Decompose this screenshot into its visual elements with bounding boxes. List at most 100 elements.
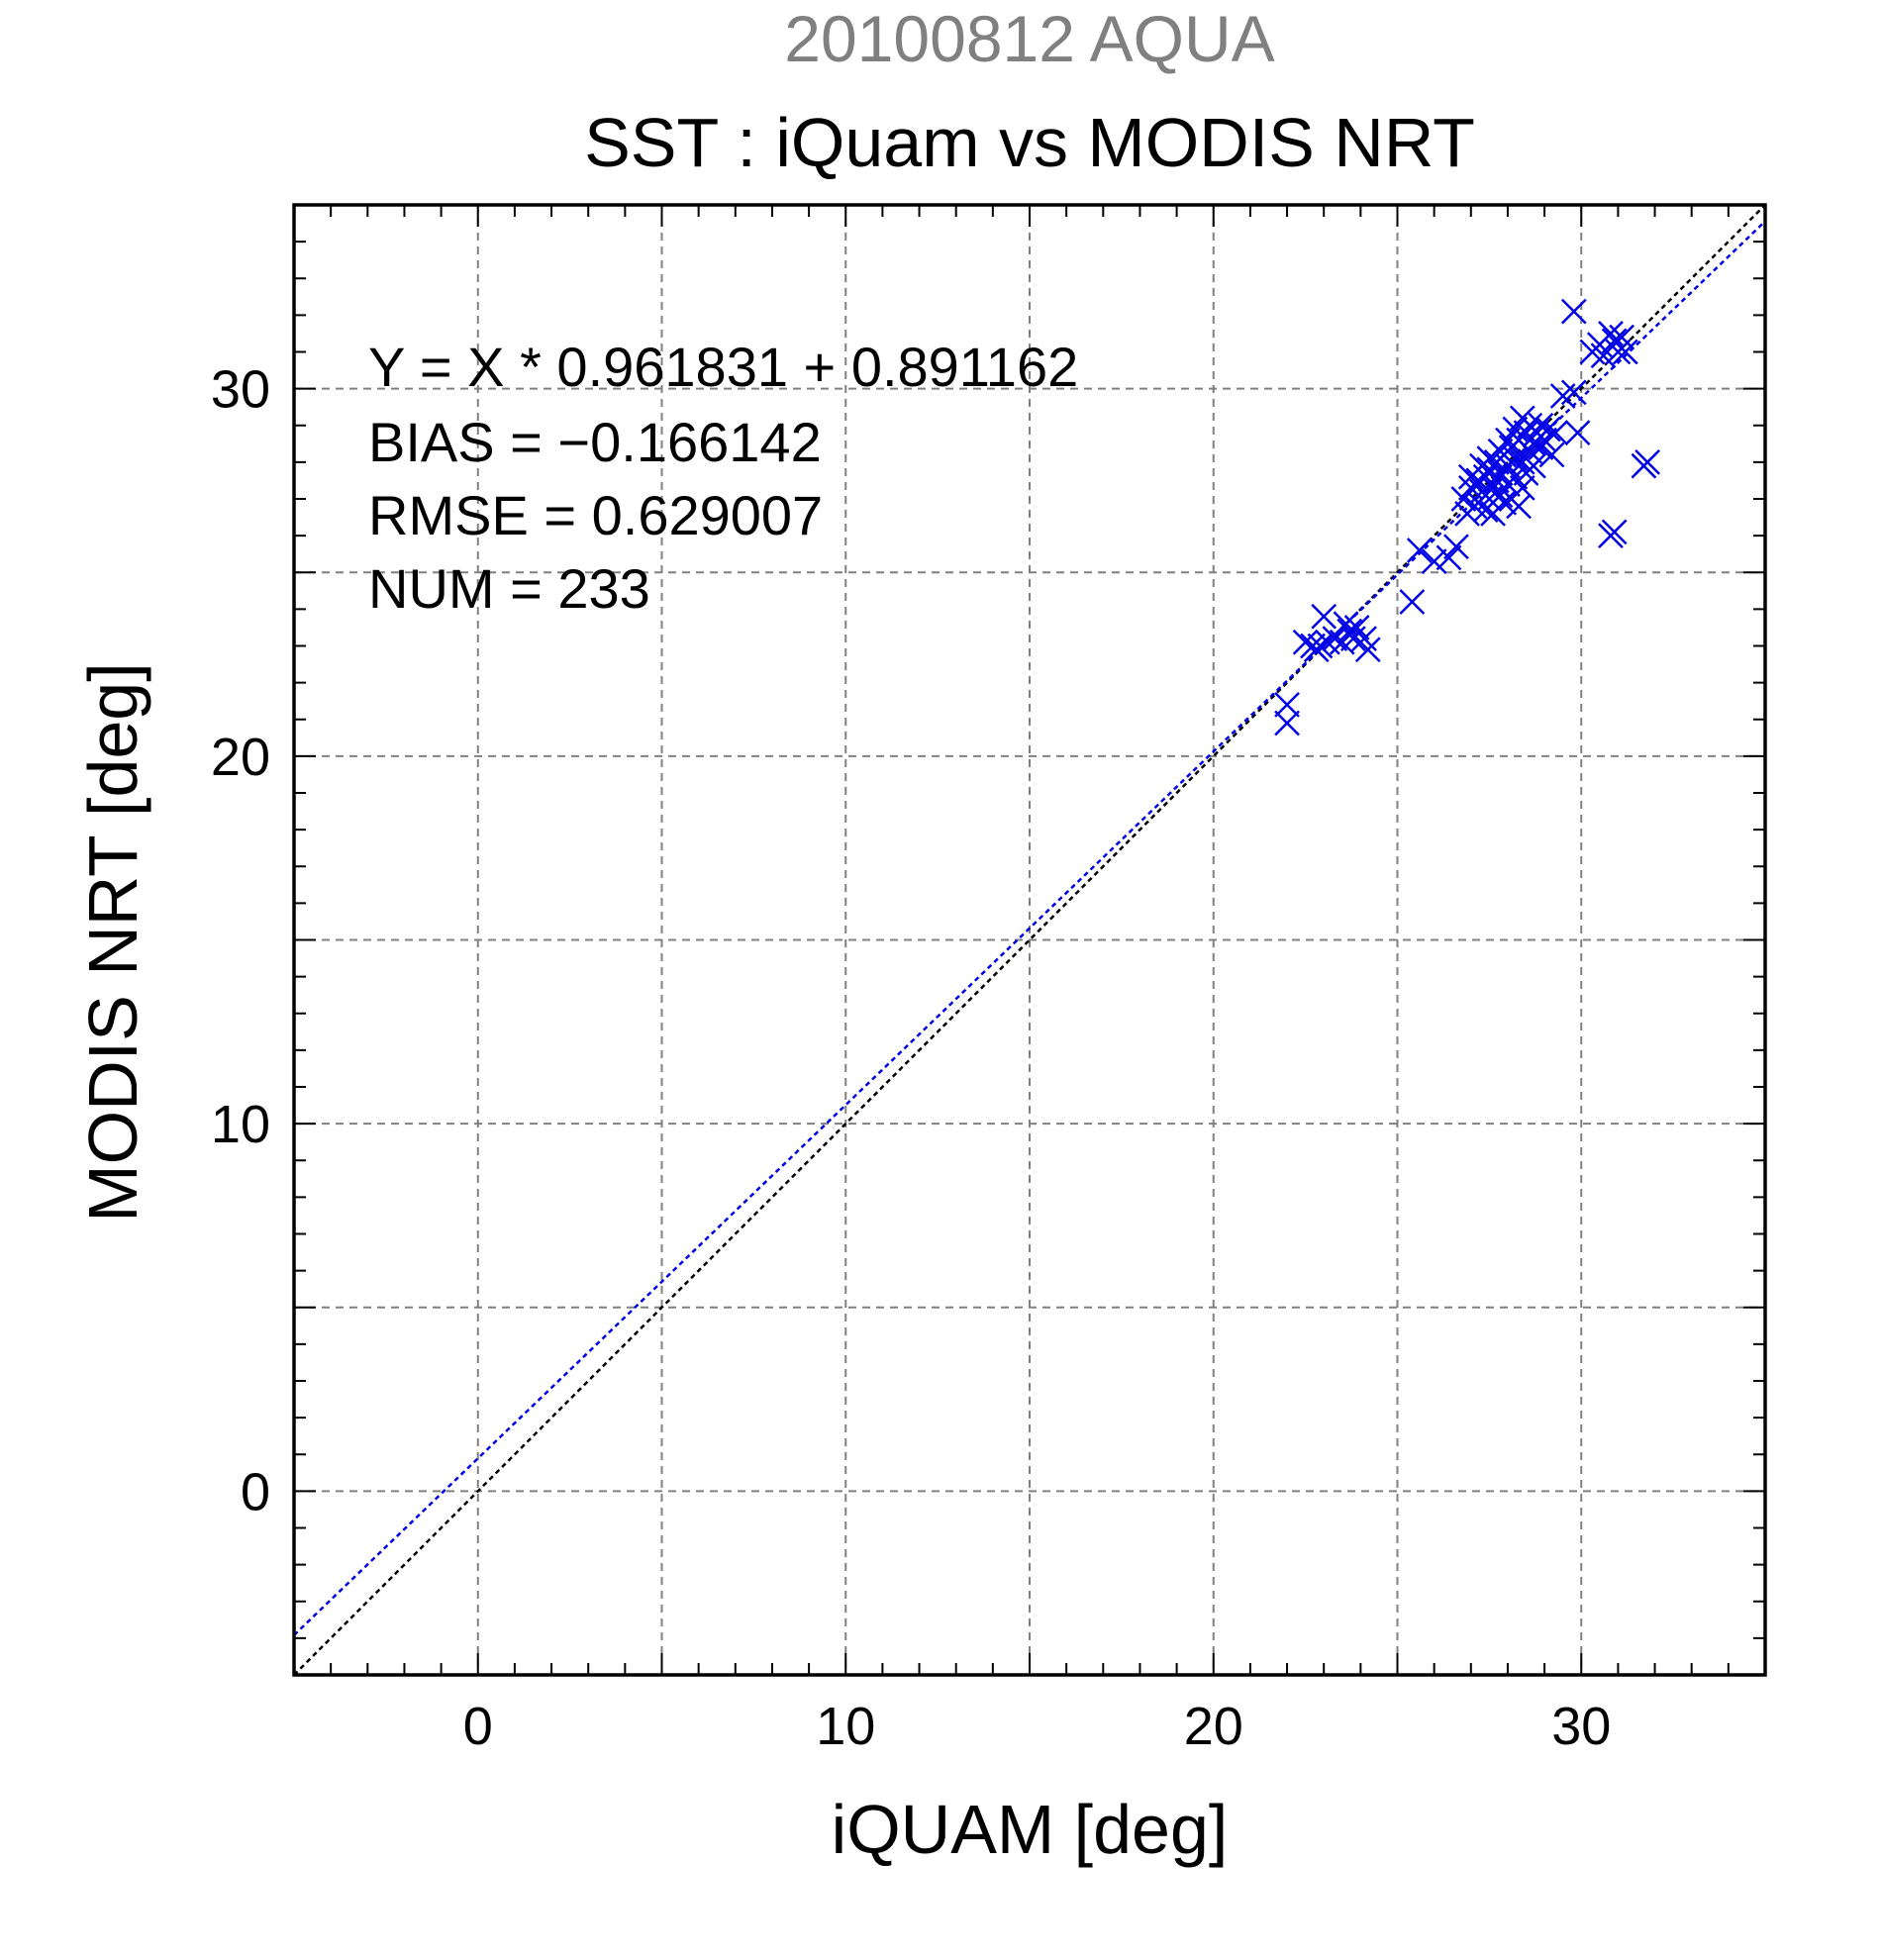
y-axis-label: MODIS NRT [deg]: [74, 662, 151, 1222]
chart-title: SST : iQuam vs MODIS NRT: [584, 104, 1475, 181]
data-point-stroke: [1564, 420, 1591, 446]
data-point-stroke: [1311, 603, 1337, 630]
data-point-stroke: [1274, 692, 1300, 718]
fit-line: [294, 220, 1765, 1636]
data-point: [1354, 637, 1381, 663]
data-point: [1457, 463, 1484, 490]
data-point-stroke: [1521, 452, 1546, 479]
data-point: [1322, 626, 1348, 651]
data-point-stroke: [1406, 538, 1433, 563]
data-point: [1601, 519, 1628, 545]
data-point: [1542, 420, 1569, 446]
y-tick-label: 10: [211, 1095, 270, 1154]
data-point-stroke: [1506, 493, 1532, 520]
x-tick-label: 10: [816, 1697, 875, 1756]
fit-equation: Y = X * 0.961831 + 0.891162: [368, 336, 1078, 398]
data-point: [1436, 544, 1462, 571]
data-point: [1311, 603, 1337, 630]
data-point-stroke: [1483, 467, 1510, 494]
data-point: [1502, 416, 1529, 442]
data-point-stroke: [1303, 637, 1330, 663]
data-point: [1605, 339, 1632, 365]
data-point-stroke: [1509, 405, 1535, 432]
data-point-stroke: [1612, 339, 1638, 365]
data-point: [1491, 489, 1518, 516]
data-point-stroke: [1450, 486, 1477, 512]
data-point: [1292, 629, 1319, 655]
plot-frame: [292, 203, 1767, 1677]
data-point-stroke: [1399, 589, 1426, 615]
data-point: [1343, 615, 1370, 640]
data-point: [1560, 379, 1587, 406]
data-point-stroke: [1487, 438, 1514, 464]
data-point: [1521, 452, 1546, 479]
x-tick-label: 30: [1551, 1697, 1611, 1756]
y-tick-label: 30: [211, 360, 270, 420]
data-point-stroke: [1534, 416, 1561, 442]
data-point: [1406, 538, 1433, 563]
data-point-stroke: [1436, 544, 1462, 571]
data-points: [1274, 298, 1661, 736]
data-point-stroke: [1542, 420, 1569, 446]
rmse-stat: RMSE = 0.629007: [368, 484, 823, 546]
grid-lines: [294, 205, 1765, 1675]
x-tick-label: 20: [1184, 1697, 1243, 1756]
data-point-stroke: [1598, 321, 1624, 346]
data-point: [1509, 405, 1535, 432]
data-point: [1274, 692, 1300, 718]
data-point-stroke: [1609, 324, 1634, 350]
data-point-stroke: [1322, 626, 1348, 651]
identity-line: [294, 205, 1765, 1675]
data-point: [1274, 710, 1300, 736]
count-stat: NUM = 233: [368, 557, 650, 620]
data-point: [1443, 534, 1469, 560]
data-point: [1560, 298, 1587, 325]
data-point-stroke: [1343, 615, 1370, 640]
data-point: [1487, 438, 1514, 464]
data-point-stroke: [1502, 445, 1529, 472]
data-point: [1612, 339, 1638, 365]
data-point: [1528, 412, 1554, 439]
data-point: [1303, 637, 1330, 663]
data-point: [1509, 474, 1535, 501]
y-tick-label: 20: [211, 728, 270, 787]
y-tick-label: 0: [241, 1462, 270, 1521]
fit-statistics: Y = X * 0.961831 + 0.891162 BIAS = −0.16…: [368, 336, 1078, 620]
data-point-stroke: [1538, 441, 1565, 468]
tick-labels: 0 10 20 30 0 10 20 30: [211, 360, 1611, 1756]
data-point-stroke: [1336, 618, 1363, 644]
data-point-stroke: [1333, 611, 1359, 637]
chart-subtitle: 20100812 AQUA: [784, 2, 1274, 75]
data-point: [1534, 416, 1561, 442]
data-point-stroke: [1457, 463, 1484, 490]
axis-ticks: [294, 205, 1765, 1675]
x-axis-label: iQUAM [deg]: [832, 1791, 1229, 1868]
data-point: [1399, 589, 1426, 615]
data-point-stroke: [1560, 298, 1587, 325]
data-point-stroke: [1528, 412, 1554, 439]
data-point-stroke: [1601, 519, 1628, 545]
data-point-stroke: [1605, 339, 1632, 365]
bias-stat: BIAS = −0.166142: [368, 411, 822, 473]
data-point-stroke: [1560, 379, 1587, 406]
data-point-stroke: [1634, 448, 1661, 475]
data-point: [1538, 441, 1565, 468]
data-point-stroke: [1351, 626, 1377, 651]
data-point: [1450, 486, 1477, 512]
data-point: [1609, 324, 1634, 350]
data-point-stroke: [1274, 710, 1300, 736]
data-point-stroke: [1509, 474, 1535, 501]
data-point-stroke: [1487, 482, 1514, 509]
x-tick-label: 0: [463, 1697, 493, 1756]
reference-lines: [294, 205, 1765, 1675]
data-point-stroke: [1491, 489, 1518, 516]
data-point-stroke: [1354, 637, 1381, 663]
data-point-stroke: [1443, 534, 1469, 560]
data-point: [1634, 448, 1661, 475]
data-point: [1421, 548, 1447, 574]
data-point-stroke: [1509, 448, 1535, 475]
data-point-stroke: [1292, 629, 1319, 655]
data-point-stroke: [1421, 548, 1447, 574]
data-point-stroke: [1502, 416, 1529, 442]
